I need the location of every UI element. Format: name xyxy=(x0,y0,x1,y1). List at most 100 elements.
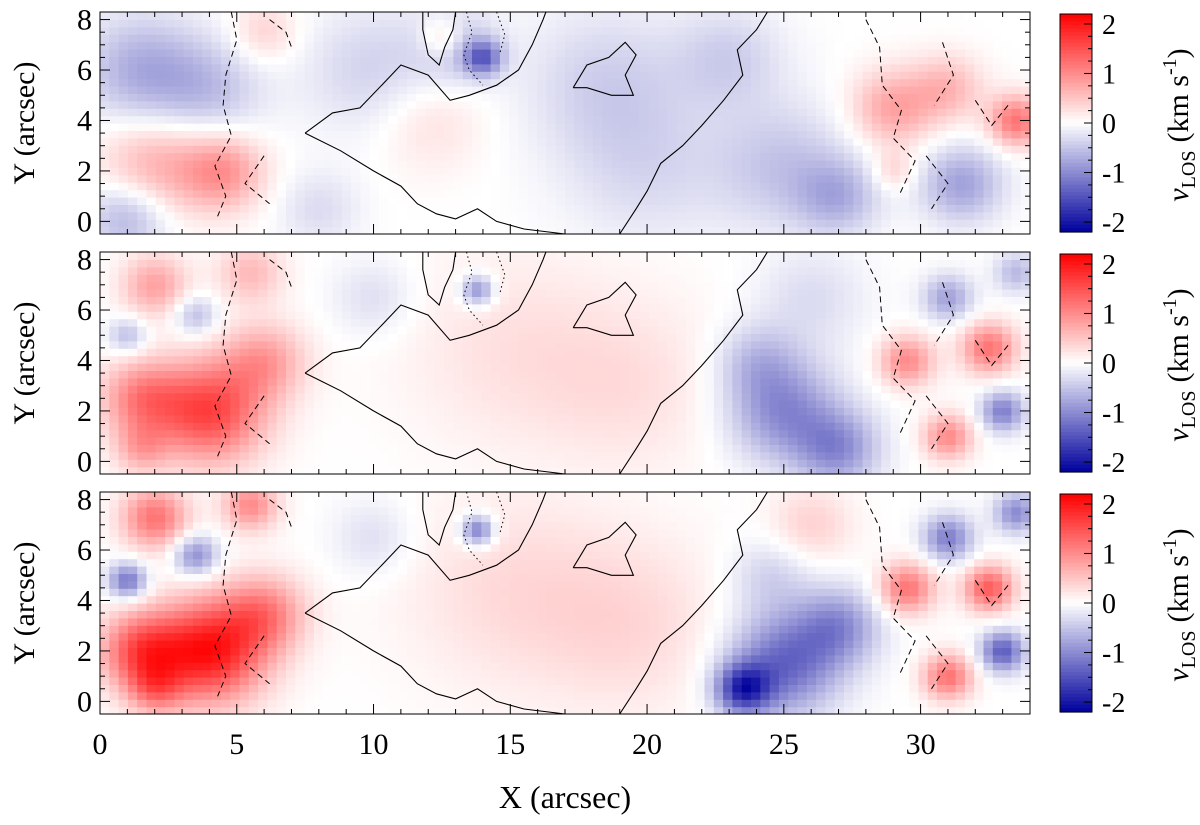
heatmap-cell xyxy=(546,467,556,475)
heatmap-cell xyxy=(360,79,370,87)
heatmap-cell xyxy=(872,79,882,87)
heatmap-cell xyxy=(909,123,919,131)
heatmap-cell xyxy=(509,34,519,42)
heatmap-cell xyxy=(770,27,780,35)
heatmap-cell xyxy=(500,153,510,161)
heatmap-cell xyxy=(193,227,203,235)
heatmap-cell xyxy=(788,160,798,168)
heatmap-cell xyxy=(202,12,212,20)
heatmap-cell xyxy=(156,79,166,87)
heatmap-cell xyxy=(602,348,612,356)
heatmap-cell xyxy=(984,108,994,116)
heatmap-cell xyxy=(147,138,157,146)
heatmap-cell xyxy=(705,12,715,20)
heatmap-cell xyxy=(277,101,287,109)
heatmap-cell xyxy=(314,182,324,190)
heatmap-cell xyxy=(639,467,649,475)
heatmap-cell xyxy=(593,370,603,378)
heatmap-cell xyxy=(481,370,491,378)
heatmap-cell xyxy=(351,160,361,168)
heatmap-cell xyxy=(333,190,343,198)
heatmap-cell xyxy=(100,153,110,161)
heatmap-cell xyxy=(137,444,147,452)
heatmap-cell xyxy=(853,385,863,393)
heatmap-cell xyxy=(444,116,454,124)
heatmap-cell xyxy=(109,116,119,124)
heatmap-cell xyxy=(137,123,147,131)
heatmap-cell xyxy=(295,356,305,364)
heatmap-cell xyxy=(984,219,994,227)
heatmap-cell xyxy=(342,123,352,131)
heatmap-cell xyxy=(202,123,212,131)
heatmap-cell xyxy=(937,204,947,212)
heatmap-cell xyxy=(147,49,157,57)
heatmap-cell xyxy=(760,49,770,57)
heatmap-cell xyxy=(574,452,584,460)
heatmap-cell xyxy=(147,204,157,212)
colorbar-swatch xyxy=(1060,217,1092,221)
heatmap-cell xyxy=(240,175,250,183)
heatmap-cell xyxy=(407,42,417,50)
heatmap-cell xyxy=(956,437,966,445)
heatmap-cell xyxy=(1002,348,1012,356)
heatmap-cell xyxy=(853,400,863,408)
heatmap-cell xyxy=(667,415,677,423)
heatmap-cell xyxy=(240,101,250,109)
heatmap-cell xyxy=(881,378,891,386)
heatmap-cell xyxy=(240,116,250,124)
heatmap-cell xyxy=(193,49,203,57)
heatmap-cell xyxy=(918,123,928,131)
heatmap-cell xyxy=(816,227,826,235)
heatmap-cell xyxy=(956,197,966,205)
heatmap-cell xyxy=(109,356,119,364)
heatmap-cell xyxy=(147,459,157,467)
heatmap-cell xyxy=(221,400,231,408)
heatmap-cell xyxy=(360,27,370,35)
heatmap-cell xyxy=(639,153,649,161)
heatmap-cell xyxy=(751,182,761,190)
heatmap-cell xyxy=(974,430,984,438)
heatmap-cell xyxy=(649,378,659,386)
heatmap-cell xyxy=(825,71,835,79)
heatmap-cell xyxy=(491,227,501,235)
heatmap-cell xyxy=(770,130,780,138)
heatmap-cell xyxy=(435,12,445,20)
heatmap-cell xyxy=(491,130,501,138)
heatmap-cell xyxy=(1011,459,1021,467)
heatmap-cell xyxy=(519,415,529,423)
heatmap-cell xyxy=(165,86,175,94)
heatmap-cell xyxy=(788,71,798,79)
heatmap-cell xyxy=(453,400,463,408)
heatmap-cell xyxy=(593,167,603,175)
heatmap-cell xyxy=(184,56,194,64)
heatmap-cell xyxy=(100,12,110,20)
heatmap-cell xyxy=(528,341,538,349)
heatmap-cell xyxy=(891,56,901,64)
heatmap-cell xyxy=(770,407,780,415)
heatmap-cell xyxy=(295,415,305,423)
heatmap-cell xyxy=(881,79,891,87)
heatmap-cell xyxy=(174,34,184,42)
heatmap-cell xyxy=(844,12,854,20)
heatmap-cell xyxy=(481,167,491,175)
heatmap-cell xyxy=(732,204,742,212)
heatmap-cell xyxy=(519,459,529,467)
heatmap-cell xyxy=(500,71,510,79)
heatmap-cell xyxy=(407,145,417,153)
heatmap-cell xyxy=(844,400,854,408)
heatmap-cell xyxy=(816,370,826,378)
heatmap-cell xyxy=(240,363,250,371)
heatmap-cell xyxy=(863,116,873,124)
heatmap-cell xyxy=(574,145,584,153)
heatmap-cell xyxy=(677,182,687,190)
heatmap-cell xyxy=(370,348,380,356)
heatmap-cell xyxy=(258,27,268,35)
heatmap-cell xyxy=(965,348,975,356)
heatmap-cell xyxy=(742,407,752,415)
heatmap-cell xyxy=(100,123,110,131)
heatmap-cell xyxy=(816,93,826,101)
heatmap-cell xyxy=(863,363,873,371)
heatmap-cell xyxy=(677,363,687,371)
heatmap-cell xyxy=(602,437,612,445)
heatmap-cell xyxy=(202,56,212,64)
